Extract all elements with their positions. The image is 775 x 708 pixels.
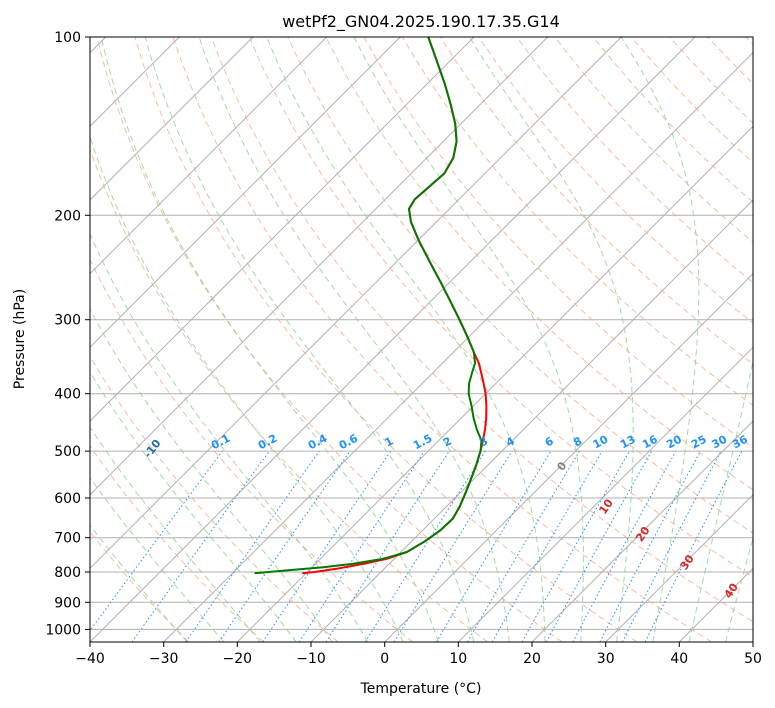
x-tick-label: 0 [380, 651, 389, 667]
x-tick-label: −10 [296, 651, 326, 667]
moist-adiabat-line [90, 232, 369, 642]
y-axis-label: Pressure (hPa) [12, 289, 28, 389]
dry-adiabat-line [210, 37, 753, 623]
isotherm-line [90, 37, 328, 275]
x-tick-label: 30 [597, 651, 615, 667]
dry-adiabat-line [90, 258, 414, 642]
x-tick-label: 40 [670, 651, 688, 667]
x-tick-label: 10 [449, 651, 467, 667]
dry-adiabat-line [90, 445, 264, 642]
isotherm-line [605, 493, 753, 642]
moist-adiabat-line [90, 308, 333, 642]
x-tick-label: −40 [75, 651, 105, 667]
dry-adiabat-line [96, 37, 563, 642]
moist-adiabat-line [620, 37, 700, 642]
y-tick-label: 1000 [45, 622, 81, 638]
isotherm-line [90, 37, 549, 496]
mixing-ratio-label: 13 [618, 433, 638, 452]
y-tick-label: 800 [54, 565, 81, 581]
mixing-ratio-line [218, 450, 351, 642]
isotherm-line [90, 37, 696, 642]
series-lines [254, 37, 488, 575]
isotherm-line [163, 51, 753, 642]
x-tick-label: −30 [149, 651, 179, 667]
isotherm-line [310, 199, 753, 642]
mixing-ratio-label: 25 [689, 433, 709, 452]
y-tick-label: 500 [54, 444, 81, 460]
y-tick-label: 400 [54, 387, 81, 403]
dry-adiabat-line [90, 355, 339, 642]
y-tick-label: 100 [54, 30, 81, 46]
y-tick-label: 600 [54, 491, 81, 507]
isotherm-line [90, 37, 254, 201]
isotherm-line [90, 37, 475, 422]
mixing-ratio-label: 10 [591, 433, 611, 452]
dry-adiabat-line [325, 37, 753, 491]
isotherm-line [457, 346, 753, 642]
moist-adiabat-line [725, 536, 753, 642]
x-tick-label: 20 [523, 651, 541, 667]
isotherm-line [384, 272, 753, 642]
mixing-ratio-line [325, 450, 450, 642]
mixing-ratio-label: 16 [640, 433, 660, 452]
y-tick-label: 700 [54, 531, 81, 547]
moist-adiabat-line [353, 37, 584, 642]
mixing-ratio-line [644, 450, 743, 642]
moist-adiabat-line [198, 37, 510, 642]
moist-adiabat-line [469, 37, 634, 642]
mixing-ratio-line [262, 450, 392, 642]
background-lines [90, 37, 753, 642]
mixing-ratio-line [572, 450, 677, 642]
dry-adiabat-line [172, 37, 712, 642]
mixing-ratio-line [545, 450, 653, 642]
moist-adiabat-line [90, 524, 188, 642]
dry-adiabat-line [249, 37, 753, 578]
mixing-ratio-line [185, 450, 320, 642]
moist-adiabat-line [90, 370, 297, 642]
x-tick-label: 50 [744, 651, 762, 667]
moist-adiabat-line [90, 426, 261, 642]
moist-adiabat-line [90, 476, 225, 642]
axis-ticks: −40 −30 −20 −10 0 10 20 30 40 50 100 200 300 400 500 60… [45, 30, 762, 667]
moist-adiabat-line [144, 37, 475, 642]
dewpoint-profile-line [254, 37, 483, 575]
moist-adiabat-line [266, 37, 546, 642]
x-tick-label: −20 [223, 651, 253, 667]
dry-adiabat-line [134, 37, 638, 642]
plot-frame [89, 36, 754, 643]
y-tick-label: 300 [54, 313, 81, 329]
moist-adiabat-line [688, 358, 753, 642]
x-axis-label: Temperature (°C) [360, 681, 482, 697]
y-tick-label: 200 [54, 208, 81, 224]
isotherm-line [531, 420, 753, 642]
dry-adiabat-line [287, 37, 753, 534]
chart-title: wetPf2_GN04.2025.190.17.35.G14 [282, 12, 560, 32]
isotherm-line [236, 125, 753, 642]
mixing-ratio-label: 36 [730, 433, 750, 452]
mixing-ratio-line [521, 450, 630, 642]
mixing-ratio-line [90, 450, 223, 632]
mixing-ratio-label: 30 [710, 433, 730, 452]
moist-adiabat-line [100, 37, 439, 642]
y-tick-label: 900 [54, 595, 81, 611]
dry-adiabat-line [516, 37, 753, 284]
mixing-ratio-line [393, 450, 513, 642]
isotherm-line [90, 37, 622, 570]
mixing-ratio-label: 20 [664, 433, 684, 452]
mixing-ratio-line [131, 450, 270, 642]
